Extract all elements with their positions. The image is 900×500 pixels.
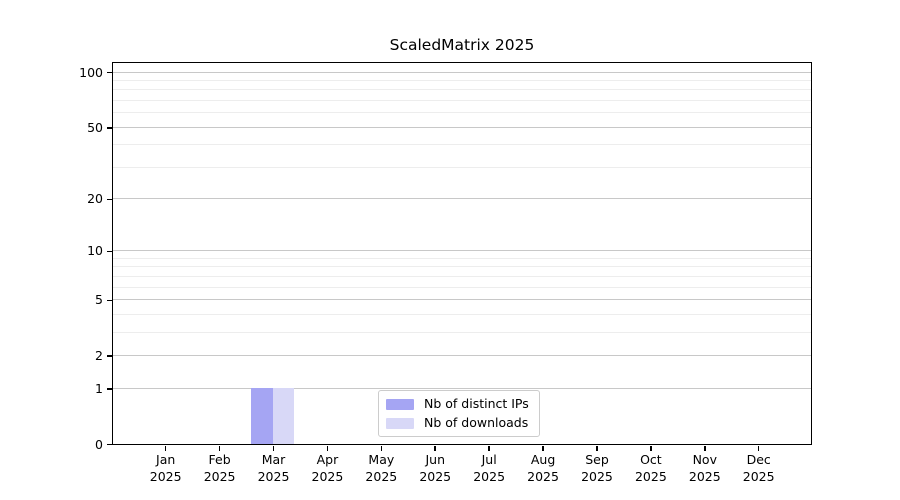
gridline-minor — [113, 99, 811, 101]
x-axis-tick-label-line: Dec — [746, 452, 771, 467]
gridline-major — [113, 299, 811, 301]
grid-layer — [113, 63, 811, 444]
x-axis-tick-label-line: 2025 — [365, 469, 398, 484]
x-axis-tick-label-line: 2025 — [203, 469, 236, 484]
x-tick-mark — [434, 446, 436, 451]
x-axis-tick-label-line: May — [368, 452, 395, 467]
x-axis-tick-label: Mar 2025 — [242, 451, 306, 485]
x-tick-mark — [650, 446, 652, 451]
y-tick-mark — [107, 299, 112, 302]
x-axis-tick-label: Nov 2025 — [673, 451, 737, 485]
gridline-minor — [113, 275, 811, 277]
x-tick-mark — [164, 446, 167, 451]
gridline-minor — [113, 257, 811, 259]
x-axis-tick-label: Sep 2025 — [565, 451, 629, 485]
plot-area — [112, 62, 812, 445]
y-tick-mark — [107, 198, 112, 201]
legend-entry-nb-of-distinct-ips: Nb of distinct IPs — [386, 396, 529, 412]
y-tick-mark — [107, 250, 112, 253]
x-axis-tick-label-line: 2025 — [419, 469, 452, 484]
x-tick-mark — [704, 446, 706, 451]
legend-entry-nb-of-downloads: Nb of downloads — [386, 415, 529, 431]
x-tick-mark — [542, 446, 544, 451]
gridline-minor — [113, 266, 811, 268]
x-tick-mark — [272, 446, 275, 451]
x-tick-mark — [757, 446, 760, 451]
y-tick-mark — [107, 71, 112, 74]
x-axis-tick-label: Aug 2025 — [511, 451, 575, 485]
bar-nb-of-distinct-ips-mar-2025 — [251, 388, 273, 444]
x-axis-tick-label-line: Jul — [481, 452, 497, 467]
x-axis-tick-label-line: Sep — [585, 452, 609, 467]
x-axis-tick-label: Jun 2025 — [403, 451, 467, 485]
x-axis-tick-label-line: Jun — [425, 452, 445, 467]
gridline-minor — [113, 286, 811, 288]
y-axis-tick-label: 2 — [95, 348, 103, 364]
gridline-minor — [113, 313, 811, 315]
y-axis-tick-label: 1 — [95, 380, 103, 396]
gridline-minor — [113, 144, 811, 146]
y-axis-tick-label: 50 — [87, 119, 103, 135]
y-tick-mark — [107, 355, 112, 357]
x-axis-tick-label-line: Apr — [316, 452, 339, 467]
legend: Nb of distinct IPs Nb of downloads — [378, 390, 540, 437]
x-tick-mark — [218, 446, 221, 451]
x-axis-tick-label: Jan 2025 — [134, 451, 198, 485]
y-axis-tick-label: 10 — [87, 243, 103, 259]
chart-title: ScaledMatrix 2025 — [389, 36, 535, 54]
y-axis-tick-label: 100 — [79, 64, 103, 80]
y-tick-mark — [107, 127, 112, 129]
x-axis-tick-label-line: Nov — [692, 452, 717, 467]
y-axis-tick-label: 20 — [87, 191, 103, 207]
x-axis-tick-label-line: 2025 — [742, 469, 775, 484]
x-axis-tick-label-line: Aug — [530, 452, 556, 467]
bars-layer — [113, 63, 811, 444]
x-axis-tick-label: Jul 2025 — [457, 451, 521, 485]
x-axis-tick-label-line: Oct — [640, 452, 662, 467]
x-axis-tick-label-line: 2025 — [581, 469, 613, 484]
x-axis-tick-label-line: 2025 — [634, 469, 667, 484]
x-tick-mark — [596, 446, 598, 451]
x-tick-mark — [488, 446, 490, 451]
y-tick-mark — [107, 388, 112, 390]
gridline-minor — [113, 79, 811, 81]
x-axis-tick-label-line: 2025 — [257, 469, 290, 484]
y-axis-tick-label: 0 — [95, 436, 103, 452]
x-axis-tick-label-line: 2025 — [311, 469, 344, 484]
legend-label-nb-of-distinct-ips: Nb of distinct IPs — [424, 396, 529, 411]
x-axis-tick-label: May 2025 — [349, 451, 413, 485]
gridline-minor — [113, 166, 811, 168]
x-tick-mark — [326, 446, 329, 451]
gridline-major — [113, 71, 811, 73]
x-axis-tick-label-line: 2025 — [473, 469, 506, 484]
gridline-minor — [113, 89, 811, 91]
x-axis-tick-label-line: 2025 — [149, 469, 182, 484]
gridline-major — [113, 387, 811, 389]
x-axis-tick-label-line: Feb — [208, 452, 231, 467]
gridline-major — [113, 198, 811, 200]
x-axis-tick-label: Dec 2025 — [727, 451, 791, 485]
gridline-major — [113, 250, 811, 252]
gridline-major — [113, 126, 811, 128]
legend-label-nb-of-downloads: Nb of downloads — [424, 415, 529, 430]
x-axis-tick-label-line: 2025 — [527, 469, 559, 484]
legend-swatch-nb-of-downloads — [386, 417, 414, 429]
x-axis-tick-label: Feb 2025 — [188, 451, 252, 485]
x-axis-tick-label-line: 2025 — [688, 469, 721, 484]
gridline-minor — [113, 112, 811, 114]
x-axis-tick-label-line: Jan — [156, 452, 176, 467]
gridline-minor — [113, 331, 811, 333]
y-tick-mark — [107, 443, 112, 446]
x-axis-tick-label: Apr 2025 — [295, 451, 359, 485]
y-axis-tick-label: 5 — [95, 292, 103, 308]
x-axis-tick-label-line: Mar — [261, 452, 286, 467]
bar-nb-of-downloads-mar-2025 — [272, 388, 295, 444]
legend-swatch-nb-of-distinct-ips — [386, 398, 414, 410]
x-axis-tick-label: Oct 2025 — [619, 451, 683, 485]
gridline-major — [113, 354, 811, 356]
x-tick-mark — [380, 446, 383, 451]
